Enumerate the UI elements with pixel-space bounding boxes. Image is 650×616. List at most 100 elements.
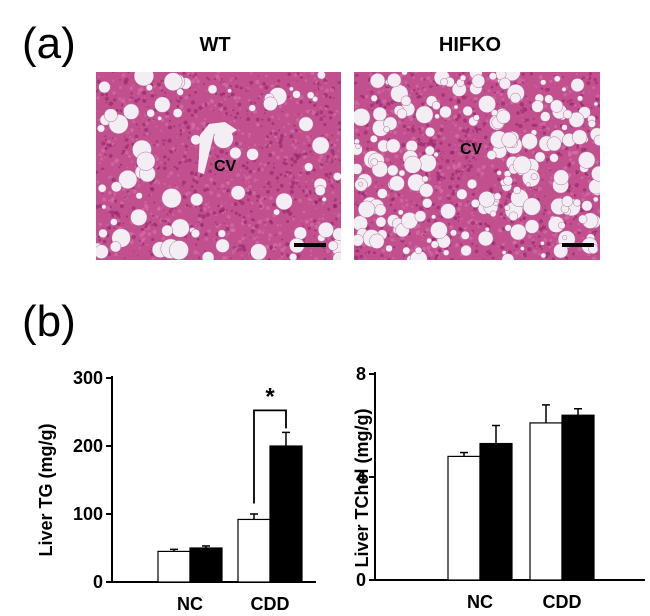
tissue-speck xyxy=(297,148,300,151)
lipid-droplet xyxy=(172,108,183,118)
tissue-speck xyxy=(162,139,165,142)
tissue-speck xyxy=(267,233,273,238)
tissue-speck xyxy=(198,85,201,88)
tissue-speck xyxy=(119,78,121,81)
tissue-speck xyxy=(263,197,267,200)
tissue-speck xyxy=(113,211,117,215)
tissue-speck xyxy=(321,161,324,164)
tissue-speck xyxy=(272,242,278,248)
tissue-speck xyxy=(209,190,214,195)
tissue-speck xyxy=(505,199,508,202)
tissue-speck xyxy=(404,80,408,85)
tissue-speck xyxy=(312,104,316,107)
tissue-speck xyxy=(129,128,135,133)
tissue-speck xyxy=(571,126,574,129)
tissue-speck xyxy=(542,121,546,126)
tissue-speck xyxy=(573,231,577,234)
tissue-speck xyxy=(485,114,488,117)
tissue-speck xyxy=(416,95,420,99)
tissue-speck xyxy=(237,96,241,100)
lipid-droplet xyxy=(460,230,470,240)
tissue-speck xyxy=(420,126,425,131)
tissue-speck xyxy=(507,153,510,157)
tissue-speck xyxy=(98,222,103,226)
lipid-droplet xyxy=(439,105,452,119)
tissue-speck xyxy=(259,167,264,172)
tissue-speck xyxy=(307,138,311,142)
lipid-droplet xyxy=(304,162,314,172)
lipid-droplet xyxy=(289,86,294,92)
tissue-speck xyxy=(204,237,209,241)
tissue-speck xyxy=(451,191,456,196)
tissue-speck xyxy=(175,145,177,147)
tissue-speck xyxy=(587,192,591,195)
tissue-speck xyxy=(121,202,124,205)
tissue-speck xyxy=(387,88,391,91)
tissue-speck xyxy=(197,251,200,255)
tissue-speck xyxy=(225,180,230,185)
tissue-speck xyxy=(158,216,161,218)
tissue-speck xyxy=(212,77,215,80)
tissue-speck xyxy=(277,115,280,118)
tissue-speck xyxy=(280,133,285,138)
tissue-speck xyxy=(383,105,387,109)
tissue-speck xyxy=(543,208,547,212)
tissue-speck xyxy=(523,217,525,220)
tissue-speck xyxy=(408,86,411,88)
tissue-speck xyxy=(438,131,442,136)
lipid-droplet xyxy=(540,79,547,86)
lipid-droplet xyxy=(478,191,495,208)
tissue-speck xyxy=(476,128,479,131)
tissue-speck xyxy=(524,214,528,217)
tissue-speck xyxy=(505,195,509,198)
tissue-speck xyxy=(278,231,282,236)
tissue-speck xyxy=(466,154,468,156)
tissue-speck xyxy=(313,192,316,195)
lipid-droplet xyxy=(405,140,418,153)
tissue-speck xyxy=(436,177,441,182)
tissue-speck xyxy=(323,123,327,127)
tissue-speck xyxy=(440,156,443,159)
tissue-speck xyxy=(160,89,164,92)
tissue-speck xyxy=(354,158,356,161)
tissue-speck xyxy=(366,252,368,255)
tissue-speck xyxy=(119,109,123,113)
cv-label: CV xyxy=(460,141,483,158)
tissue-speck xyxy=(312,219,317,223)
tissue-speck xyxy=(317,198,322,202)
tissue-speck xyxy=(541,178,544,181)
tissue-speck xyxy=(407,84,410,87)
tissue-speck xyxy=(369,103,374,108)
tissue-speck xyxy=(456,74,458,76)
tissue-speck xyxy=(470,99,472,101)
lipid-droplet xyxy=(426,237,432,244)
tissue-speck xyxy=(285,242,290,247)
tissue-speck xyxy=(416,223,421,229)
tissue-speck xyxy=(277,79,281,83)
tissue-speck xyxy=(441,203,444,206)
tissue-speck xyxy=(575,150,579,155)
tissue-speck xyxy=(371,109,373,112)
tissue-speck xyxy=(172,213,175,216)
tissue-speck xyxy=(187,72,191,76)
tissue-speck xyxy=(281,238,284,241)
tissue-speck xyxy=(471,242,474,246)
tissue-speck xyxy=(474,97,478,101)
tissue-speck xyxy=(409,117,413,121)
tissue-speck xyxy=(321,217,325,220)
tissue-speck xyxy=(330,149,335,154)
tissue-speck xyxy=(258,146,260,148)
tissue-speck xyxy=(369,72,373,77)
tissue-speck xyxy=(305,171,310,176)
tissue-speck xyxy=(159,86,163,90)
tissue-speck xyxy=(365,257,367,260)
tissue-speck xyxy=(400,194,403,197)
tissue-speck xyxy=(533,123,538,128)
lipid-droplet xyxy=(530,173,538,181)
tissue-speck xyxy=(280,149,284,152)
tissue-speck xyxy=(171,146,176,151)
tissue-speck xyxy=(219,92,224,97)
lipid-droplet xyxy=(421,175,429,183)
tissue-speck xyxy=(223,106,228,111)
tissue-speck xyxy=(314,89,316,92)
